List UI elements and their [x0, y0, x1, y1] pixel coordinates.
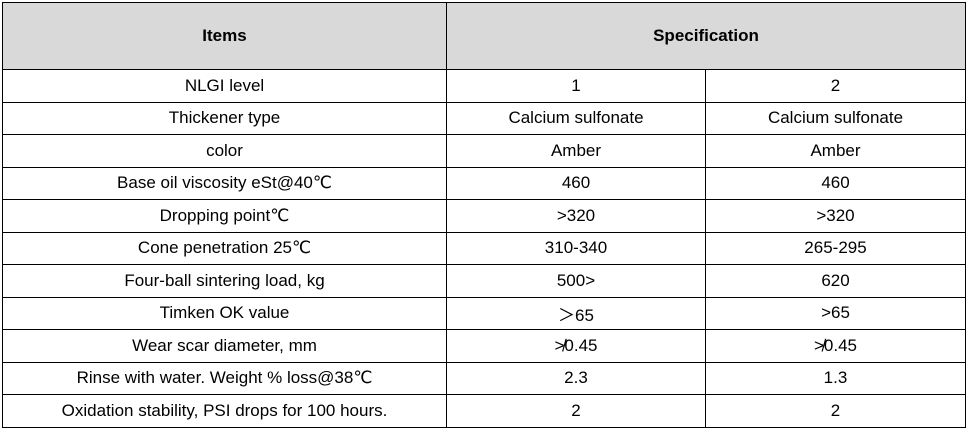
table-cell: Rinse with water. Weight % loss@38℃: [2, 361, 447, 395]
table-cell: Oxidation stability, PSI drops for 100 h…: [2, 394, 447, 428]
table-row: Thickener type Calcium sulfonate Calcium s…: [2, 101, 966, 135]
table-cell: Amber: [705, 134, 966, 168]
table-cell: >320: [446, 199, 706, 233]
table-row: NLGI level 1 2: [2, 69, 966, 103]
table-row: Cone penetration 25℃ 310-340 265-295: [2, 231, 966, 265]
table-cell: Cone penetration 25℃: [2, 231, 447, 265]
table-body: NLGI level 1 2 Thickener type Calcium sulfon…: [2, 69, 966, 428]
table-cell: 310-340: [446, 231, 706, 265]
table-cell: >320: [705, 199, 966, 233]
table-row: Oxidation stability, PSI drops for 100 h…: [2, 394, 966, 428]
table-cell: Base oil viscosity eSt@40℃: [2, 166, 447, 200]
table-cell: >65: [705, 296, 966, 330]
table-cell: 2: [705, 394, 966, 428]
table-cell: Calcium sulfonate: [446, 101, 706, 135]
table-cell: 1.3: [705, 361, 966, 395]
table-cell: 460: [446, 166, 706, 200]
table-cell: ≯0.45: [446, 329, 706, 363]
table-row: Wear scar diameter, mm ≯0.45 ≯0.45: [2, 329, 966, 363]
table-row: Timken OK value ＞65 >65: [2, 296, 966, 330]
table-cell: Calcium sulfonate: [705, 101, 966, 135]
table-cell: 2: [446, 394, 706, 428]
header-row: Items Specification: [2, 2, 966, 70]
table-cell: Thickener type: [2, 101, 447, 135]
table-cell: ≯0.45: [705, 329, 966, 363]
table-row: color Amber Amber: [2, 134, 966, 168]
table-cell: 2: [705, 69, 966, 103]
header-cell: Items: [2, 2, 447, 70]
table-cell: 265-295: [705, 231, 966, 265]
table-cell: 1: [446, 69, 706, 103]
table-cell: 620: [705, 264, 966, 298]
table-cell: 2.3: [446, 361, 706, 395]
table-cell: 460: [705, 166, 966, 200]
table-row: Rinse with water. Weight % loss@38℃ 2.3 1.…: [2, 361, 966, 395]
table-row: Dropping point℃ >320 >320: [2, 199, 966, 233]
table-cell: ＞65: [446, 296, 706, 330]
header-cell: Specification: [446, 2, 966, 70]
table-cell: 500>: [446, 264, 706, 298]
table-cell: Wear scar diameter, mm: [2, 329, 447, 363]
table-cell: Four-ball sintering load, kg: [2, 264, 447, 298]
table-cell: color: [2, 134, 447, 168]
table-cell: NLGI level: [2, 69, 447, 103]
table-header: Items Specification: [2, 2, 966, 70]
table-cell: Amber: [446, 134, 706, 168]
table-row: Four-ball sintering load, kg 500> 620: [2, 264, 966, 298]
table-cell: Dropping point℃: [2, 199, 447, 233]
table-cell: Timken OK value: [2, 296, 447, 330]
table-row: Base oil viscosity eSt@40℃ 460 460: [2, 166, 966, 200]
